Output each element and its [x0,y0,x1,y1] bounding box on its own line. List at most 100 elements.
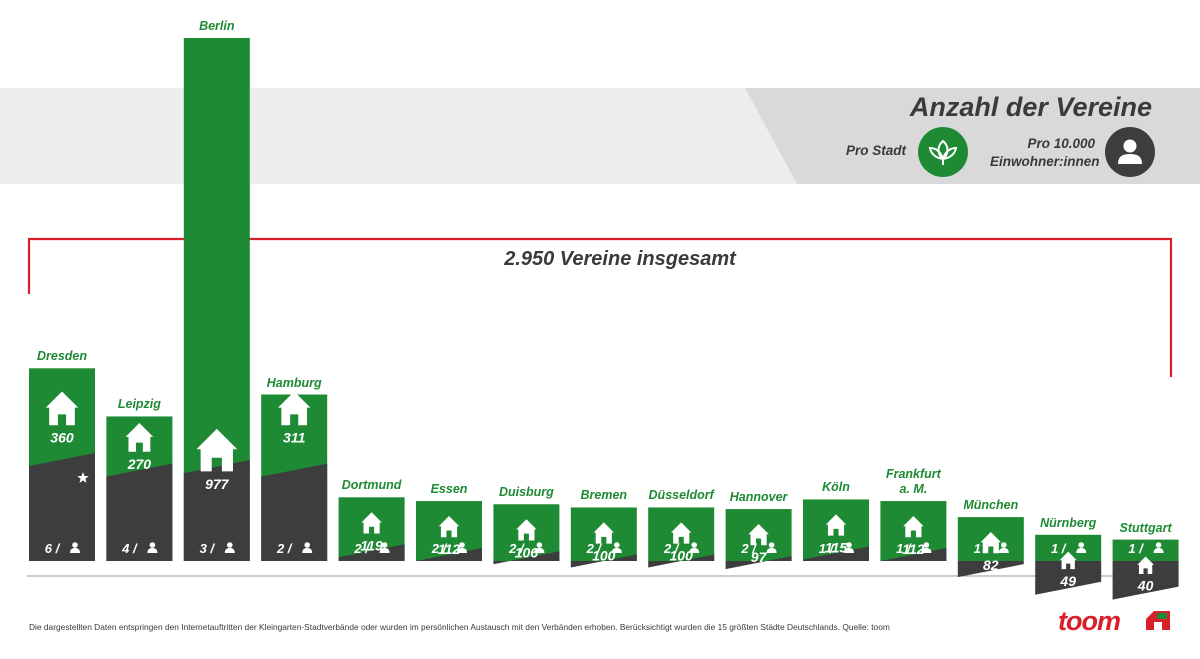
person-icon-1 [70,542,80,553]
city-label-4: Hamburg [266,375,322,390]
city-label-15: Stuttgart [1119,520,1172,535]
person-icon-3 [224,542,235,553]
person-icon-11 [844,542,854,553]
leaf-icon [918,127,968,177]
capita-segment-5 [338,544,405,561]
capita-label-2: 4 / [121,541,138,556]
house-icon-3 [196,428,238,472]
city-label-7: Duisburg [498,485,554,500]
capita-segment-2 [106,463,173,561]
value-label-10: 97 [751,549,768,565]
house-icon-14 [1059,551,1077,570]
house-icon-12 [903,515,924,538]
value-label-12: 112 [902,541,925,557]
capita-label-10: 2 / [740,541,757,556]
chart-title: Anzahl der Vereine [909,92,1152,122]
city-label-10: Hannover [729,490,788,505]
value-label-11: 115 [825,539,848,555]
star-icon [77,472,89,483]
person-icon-4 [302,542,313,553]
logo-roof-icon [1146,611,1170,630]
house-icon-4 [278,391,311,426]
capita-label-1: 6 / [45,541,61,556]
value-label-9: 100 [670,548,694,564]
person-icon-5 [379,542,390,553]
house-icon-15 [1137,556,1154,574]
capita-label-14: 1 / [1051,541,1067,556]
city-label-13: München [963,498,1019,513]
person-icon-6 [457,542,467,553]
person-icon-7 [534,542,545,553]
legend-label-per-capita: Pro 10.000 Einwohner:innen [990,136,1100,169]
value-label-5: 119 [360,537,383,553]
capita-label-6: 2 / [431,541,448,556]
capita-segment-13 [957,561,1024,578]
capita-label-3: 3 / [200,541,216,556]
city-label-14: Nürnberg [1040,515,1097,530]
house-icon-5 [361,512,382,534]
capita-segment-3 [183,460,250,561]
house-icon-11 [825,514,847,536]
capita-label-7: 2 / [508,541,525,556]
city-label-1: Dresden [36,349,88,364]
capita-label-13: 1 / [974,541,990,556]
legend-label-per-city: Pro Stadt [846,143,907,158]
person-icon-8 [611,542,622,553]
capita-label-4: 2 / [276,541,293,556]
capita-label-12: 1 / [896,541,912,556]
house-icon-1 [45,391,79,426]
total-label: 2.950 Vereine insgesamt [504,248,736,270]
city-label-8: Bremen [580,488,628,503]
value-label-3: 977 [205,476,230,492]
person-icon-12 [921,542,932,553]
city-label-5: Dortmund [341,478,402,493]
capita-label-8: 2 / [586,541,603,556]
city-label-3: Berlin [199,19,235,33]
value-label-13: 82 [983,557,999,573]
capita-segment-9 [648,554,715,568]
capita-label-11: 1 / [819,541,835,556]
person-icon [1105,127,1155,177]
capita-segment-10 [725,556,792,570]
value-label-6: 112 [438,541,461,557]
capita-segment-14 [1035,561,1102,595]
city-label-2: Leipzig [117,397,161,412]
house-icon-13 [980,532,1001,554]
city-label-11: Köln [822,480,850,495]
footer-note: Die dargestellten Daten entspringen den … [29,622,890,632]
person-icon-9 [689,542,700,553]
value-label-15: 40 [1137,578,1154,594]
capita-segment-7 [493,551,560,565]
capita-segment-1 [29,453,95,561]
person-icon-13 [998,542,1009,553]
person-icon-10 [766,542,777,553]
house-icon-6 [438,515,460,538]
person-icon-15 [1153,542,1164,553]
value-label-1: 360 [50,430,74,446]
value-label-2: 270 [127,456,152,472]
toom-logo: toom [1058,606,1121,636]
person-icon-2 [147,542,158,553]
capita-label-15: 1 / [1128,541,1144,556]
capita-label-9: 2 / [663,541,680,556]
value-label-14: 49 [1059,573,1076,589]
house-icon-8 [593,522,614,544]
house-icon-7 [516,519,537,541]
city-label-12: Frankfurt a. M. [885,467,941,497]
capita-segment-15 [1112,561,1179,600]
capita-segment-4 [261,463,328,561]
capita-label-5: 2 / [353,541,370,556]
value-label-8: 100 [592,548,616,564]
city-label-9: Düsseldorf [648,488,714,503]
city-label-6: Essen [430,482,468,497]
value-label-7: 106 [515,544,539,560]
bar-15 [1112,539,1179,561]
house-icon-2 [125,423,154,452]
house-icon-9 [671,522,692,544]
value-label-4: 311 [283,430,306,446]
capita-segment-8 [570,554,637,568]
person-icon-14 [1076,542,1087,553]
house-icon-10 [748,524,769,546]
